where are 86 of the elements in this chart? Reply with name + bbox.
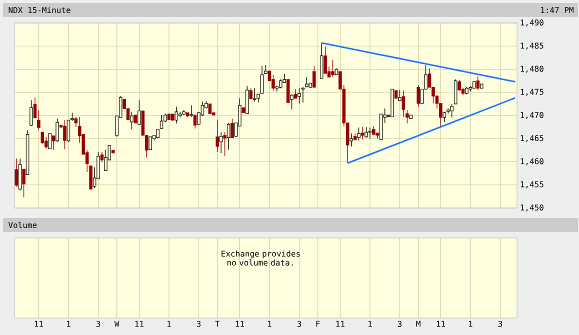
candlestick	[223, 132, 226, 157]
category-label: M	[416, 320, 420, 327]
category-label: 1	[368, 320, 372, 327]
candlestick	[226, 122, 230, 150]
y-tick-label: 1,470	[520, 112, 544, 120]
y-tick-label: 1,485	[520, 42, 544, 50]
candlestick	[30, 100, 33, 126]
candlestick	[402, 90, 406, 118]
candlestick	[398, 90, 402, 102]
text: 1:47 PM	[541, 7, 574, 13]
candlestick	[331, 60, 334, 78]
candlestick	[156, 129, 160, 139]
candlestick	[230, 118, 234, 138]
candlestick	[442, 111, 446, 122]
candlestick	[52, 135, 56, 150]
candlestick	[320, 42, 324, 79]
candlestick	[48, 133, 52, 150]
candlestick	[324, 46, 327, 74]
candlestick	[193, 114, 197, 129]
y-tick-label: 1,465	[520, 135, 544, 142]
candlestick	[360, 126, 364, 140]
candlestick	[37, 110, 40, 131]
candlestick	[33, 97, 37, 118]
y-tick-label: 1,455	[520, 181, 544, 188]
candlestick	[104, 149, 108, 172]
candlestick	[301, 86, 305, 103]
candlestick	[249, 88, 253, 100]
text: Volume	[8, 222, 37, 228]
category-label: T	[215, 320, 220, 327]
candlestick	[357, 127, 360, 141]
category-label: F	[316, 320, 320, 327]
category-label: 1	[469, 320, 472, 327]
candlestick	[44, 136, 48, 150]
category-label: 11	[336, 320, 344, 327]
candlestick	[252, 88, 256, 102]
candlestick	[63, 120, 66, 150]
candlestick	[138, 100, 141, 125]
candlestick	[40, 132, 44, 144]
category-label: 3	[498, 320, 502, 327]
category-label: 1	[67, 320, 70, 327]
category-label: 3	[297, 320, 302, 327]
candlestick	[56, 118, 59, 142]
candlestick	[160, 114, 164, 129]
candlestick	[190, 104, 193, 118]
candlestick	[148, 136, 152, 150]
candlestick	[450, 104, 454, 118]
candlestick	[22, 168, 26, 198]
category-label: W	[114, 320, 120, 327]
y-tick-label: 1,450	[520, 204, 544, 212]
category-label: 11	[236, 320, 244, 327]
y-tick-label: 1,475	[520, 88, 544, 96]
candlestick	[272, 74, 275, 91]
category-label: 3	[96, 320, 100, 327]
candlestick	[219, 132, 223, 154]
y-tick-label: 1,490	[520, 19, 544, 27]
category-label: 3	[196, 320, 201, 327]
candlestick	[364, 126, 368, 138]
candlestick	[216, 119, 220, 152]
y-tick-label: 1,460	[520, 158, 544, 166]
category-label: 11	[135, 320, 144, 327]
candlestick	[350, 133, 353, 147]
category-label: 1	[268, 320, 272, 327]
candlestick	[14, 158, 18, 188]
candlestick	[305, 76, 308, 88]
category-label: 11	[34, 320, 43, 327]
candlestick	[174, 106, 178, 124]
category-label: 11	[436, 320, 445, 327]
candlestick	[368, 127, 372, 139]
candlestick	[260, 66, 264, 94]
candlestick	[476, 76, 480, 90]
y-tick-label: 1,480	[520, 66, 544, 73]
candlestick	[298, 88, 301, 104]
candlestick	[416, 84, 420, 108]
candlestick	[286, 79, 290, 103]
candlestick	[312, 66, 316, 88]
text: Exchange provides no volume data.	[222, 250, 300, 266]
candlestick	[290, 94, 294, 110]
candlestick	[208, 104, 212, 114]
candlestick	[66, 120, 70, 142]
candlestick	[454, 79, 458, 104]
category-label: 3	[398, 320, 402, 327]
candlestick	[246, 86, 249, 114]
candlestick	[100, 152, 104, 163]
chart-title: NDX 15-Minute	[8, 6, 70, 14]
category-label: 1	[168, 320, 171, 327]
candlestick	[130, 111, 134, 130]
